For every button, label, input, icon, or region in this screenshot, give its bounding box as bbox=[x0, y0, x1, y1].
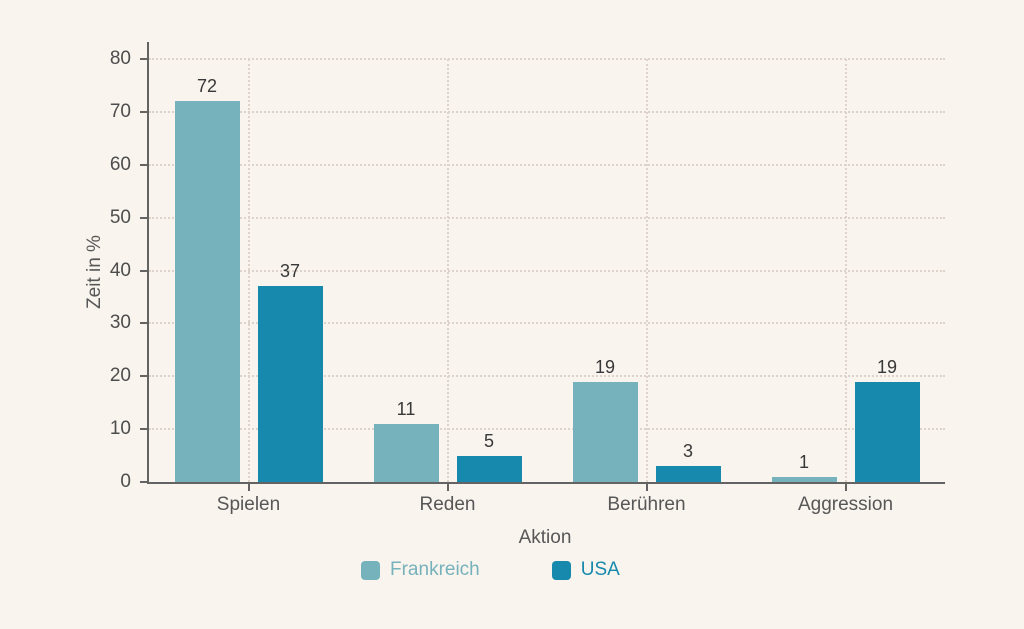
bar-value-label: 19 bbox=[876, 356, 898, 377]
bar-value-label: 19 bbox=[594, 356, 616, 377]
bar-value-label: 37 bbox=[279, 261, 301, 282]
bar-usa-berühren bbox=[655, 466, 721, 482]
y-tick-label: 10 bbox=[109, 418, 131, 440]
y-tick-label: 50 bbox=[109, 206, 131, 228]
y-gridline bbox=[149, 216, 945, 219]
y-tick-label: 40 bbox=[109, 259, 131, 281]
bar-value-label: 3 bbox=[682, 441, 693, 462]
legend-label: Frankreich bbox=[390, 559, 480, 580]
y-tick-mark bbox=[140, 163, 147, 166]
plot-area: 0 10 20 30 40 50 60 70 80 Spielen 72 37 Reden 11 5 Berü… bbox=[110, 42, 945, 515]
y-tick-label: 0 bbox=[120, 471, 131, 492]
y-tick-mark bbox=[140, 110, 147, 113]
y-tick-mark bbox=[140, 375, 147, 378]
y-tick-label: 30 bbox=[109, 312, 131, 334]
y-tick-mark bbox=[140, 269, 147, 272]
y-gridline bbox=[149, 375, 945, 378]
y-tick-label: 70 bbox=[109, 100, 131, 122]
legend-item-frankreich: Frankreich bbox=[361, 556, 480, 584]
y-tick-label: 20 bbox=[109, 365, 131, 387]
category-label: Aggression bbox=[797, 494, 894, 515]
bar-usa-spielen bbox=[257, 286, 323, 482]
category-label: Reden bbox=[419, 494, 476, 515]
legend-item-usa: USA bbox=[551, 556, 620, 584]
bar-usa-aggression bbox=[854, 381, 920, 482]
legend-swatch-usa bbox=[551, 560, 571, 580]
y-tick-mark bbox=[140, 322, 147, 325]
bar-value-label: 5 bbox=[483, 430, 494, 451]
y-gridline bbox=[149, 428, 945, 431]
x-tick-mark bbox=[645, 484, 648, 491]
bar-frankreich-spielen bbox=[174, 101, 240, 482]
x-axis-title: Aktion bbox=[518, 527, 572, 548]
y-tick-mark bbox=[140, 428, 147, 431]
category-label: Berühren bbox=[607, 494, 686, 515]
y-tick-label: 80 bbox=[109, 48, 131, 69]
bar-frankreich-aggression bbox=[771, 476, 837, 482]
y-gridline bbox=[149, 110, 945, 113]
bar-value-label: 11 bbox=[396, 398, 416, 419]
x-tick-mark bbox=[247, 484, 250, 491]
bar-frankreich-reden bbox=[373, 423, 439, 482]
category-label: Spielen bbox=[216, 494, 281, 515]
bar-value-label: 1 bbox=[798, 451, 809, 472]
category-gridline bbox=[844, 59, 847, 482]
category-gridline bbox=[247, 59, 250, 482]
legend-swatch-frankreich bbox=[361, 560, 380, 580]
bar-value-label: 72 bbox=[196, 76, 218, 97]
y-gridline bbox=[149, 322, 945, 325]
y-tick-mark bbox=[140, 216, 147, 219]
bar-frankreich-berühren bbox=[572, 381, 638, 482]
legend-label: USA bbox=[580, 559, 620, 580]
bar-usa-reden bbox=[456, 455, 522, 482]
y-gridline bbox=[149, 269, 945, 272]
y-tick-mark bbox=[140, 481, 147, 483]
y-gridline bbox=[149, 163, 945, 166]
y-gridline bbox=[149, 58, 945, 60]
legend: Frankreich USA bbox=[361, 556, 620, 584]
category-gridline bbox=[645, 59, 648, 482]
x-tick-mark bbox=[446, 484, 449, 491]
x-tick-mark bbox=[844, 484, 847, 491]
category-gridline bbox=[446, 59, 449, 482]
y-tick-mark bbox=[140, 58, 147, 60]
y-tick-label: 60 bbox=[109, 153, 131, 175]
